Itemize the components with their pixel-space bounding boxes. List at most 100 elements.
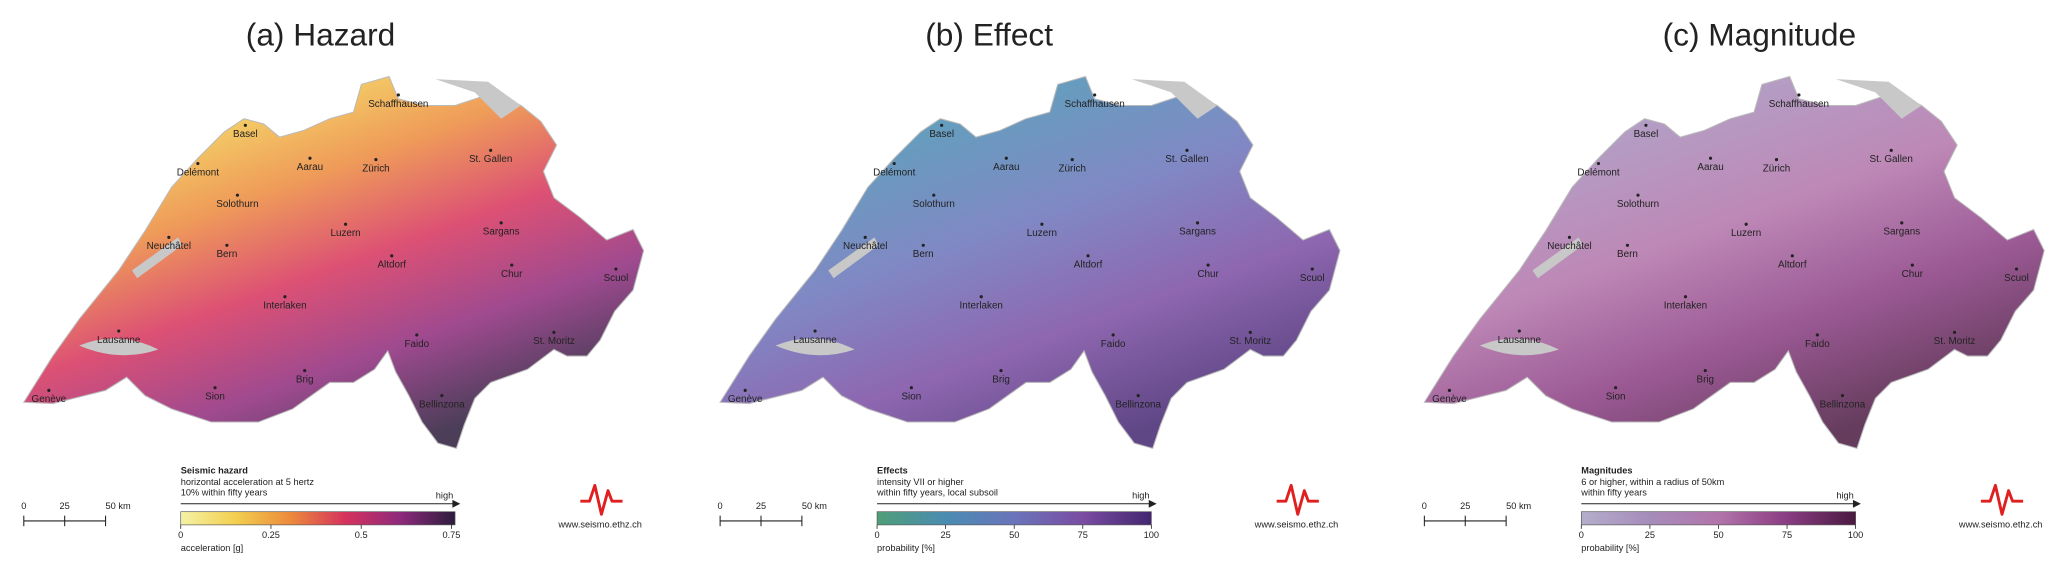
city-dot: [1093, 93, 1097, 97]
lake: [1479, 338, 1559, 356]
colorbar: [1580, 511, 1856, 526]
lake: [1131, 79, 1218, 119]
scale-label: 25: [60, 501, 70, 511]
city-label: St. Gallen: [469, 154, 512, 165]
city-label: Solothurn: [913, 199, 955, 210]
city-dot: [283, 295, 287, 299]
city-label: Bellinzona: [1115, 399, 1161, 410]
lake: [1835, 79, 1922, 119]
city-label: St. Gallen: [1165, 154, 1208, 165]
city-dot: [1790, 254, 1794, 258]
city-dot: [499, 221, 503, 225]
city-label: Lausanne: [793, 335, 837, 346]
city-label: Bern: [1617, 249, 1638, 260]
city-label: Interlaken: [960, 301, 1003, 312]
city-dot: [1567, 235, 1572, 239]
city-label: Sion: [1606, 392, 1626, 403]
city-label: Zürich: [1763, 163, 1790, 174]
logo: [1980, 483, 2024, 516]
city-label: Luzern: [330, 228, 360, 239]
city-dot: [813, 329, 817, 333]
city-label: Neuchâtel: [843, 241, 887, 252]
country-outline: [1423, 75, 2045, 450]
legend-high: high: [1132, 490, 1149, 500]
city-dot: [552, 330, 556, 334]
colorbar-label: probability [%]: [877, 543, 935, 553]
colorbar-label: acceleration [g]: [181, 543, 244, 553]
city-dot: [510, 263, 514, 267]
city-dot: [909, 386, 913, 390]
city-label: St. Gallen: [1870, 154, 1913, 165]
city-dot: [1248, 330, 1252, 334]
city-dot: [1040, 222, 1044, 226]
city-label: Sargans: [1179, 227, 1216, 238]
city-label: Interlaken: [1664, 301, 1707, 312]
city-dot: [1636, 193, 1640, 197]
website: www.seismo.ethz.ch: [1254, 519, 1339, 529]
city-dot: [1708, 156, 1713, 160]
city-dot: [1644, 123, 1648, 127]
city-label: Bern: [216, 249, 237, 260]
country-outline: [719, 75, 1341, 450]
logo: [580, 483, 623, 516]
city-label: Lausanne: [97, 335, 141, 346]
city-label: Solothurn: [216, 199, 258, 210]
city-label: St. Moritz: [1229, 336, 1271, 347]
lake: [435, 79, 521, 119]
legend-line: 10% within fifty years: [181, 488, 268, 498]
city-dot: [1070, 157, 1074, 162]
city-label: Scuol: [1300, 273, 1325, 284]
city-dot: [614, 267, 618, 271]
legend-line: within fifty years: [1580, 488, 1647, 498]
country-outline: [22, 75, 645, 450]
city-dot: [47, 388, 51, 392]
city-dot: [1517, 329, 1521, 333]
legend-line: horizontal acceleration at 5 hertz: [181, 477, 315, 487]
legend-title: Seismic hazard: [181, 465, 248, 475]
city-dot: [1744, 222, 1748, 226]
city-dot: [1086, 254, 1090, 258]
city-dot: [979, 295, 983, 299]
lake: [1532, 237, 1583, 279]
city-dot: [932, 193, 936, 197]
arrow-head: [452, 499, 461, 508]
colorbar-tick-label: 25: [941, 530, 951, 540]
colorbar-tick-label: 0.5: [355, 530, 368, 540]
legend-line: within fifty years, local subsoil: [876, 488, 998, 498]
city-label: St. Moritz: [533, 336, 575, 347]
colorbar: [180, 511, 456, 526]
city-label: Sion: [901, 392, 921, 403]
colorbar-tick-label: 0: [178, 530, 183, 540]
city-dot: [235, 193, 240, 197]
colorbar-tick-label: 50: [1009, 530, 1019, 540]
city-label: Basel: [1634, 129, 1659, 140]
city-label: Sion: [205, 392, 225, 403]
city-label: Altdorf: [377, 260, 406, 271]
city-dot: [940, 123, 944, 127]
city-dot: [1111, 333, 1115, 337]
city-label: Aarau: [297, 162, 323, 173]
city-dot: [374, 157, 378, 162]
city-label: Zürich: [1059, 163, 1086, 174]
scale-label: 25: [756, 501, 766, 511]
city-label: Basel: [233, 129, 258, 140]
city-dot: [1683, 295, 1688, 299]
city-label: Schaffhausen: [1065, 99, 1125, 110]
city-label: Brig: [296, 374, 314, 385]
city-dot: [1952, 330, 1957, 334]
city-dot: [999, 369, 1003, 373]
logo: [1276, 483, 1319, 516]
city-label: Delémont: [1577, 167, 1620, 178]
city-label: Genève: [728, 394, 763, 405]
colorbar-tick-label: 0: [1579, 530, 1584, 540]
city-dot: [1797, 93, 1801, 97]
city-label: Delémont: [873, 167, 916, 178]
city-dot: [1910, 263, 1914, 267]
scale-label: 0: [1422, 501, 1427, 511]
colorbar-tick-label: 0: [874, 530, 879, 540]
city-label: Genève: [32, 394, 67, 405]
city-dot: [390, 254, 394, 258]
panel: (b) Effect Schaffhausen Basel Delémont Aarau…: [718, 16, 1341, 553]
legend-high: high: [1836, 490, 1853, 500]
city-dot: [1195, 221, 1200, 225]
